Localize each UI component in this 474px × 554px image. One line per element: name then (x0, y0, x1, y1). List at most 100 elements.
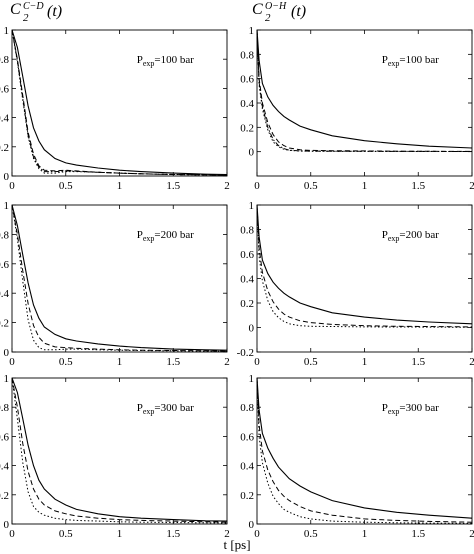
y-tick-label: 0.6 (240, 249, 254, 261)
y-tick-label: 0.8 (0, 402, 10, 414)
annotation-value: =100 bar (154, 54, 194, 66)
panel-frame (11, 29, 228, 177)
column-title-left-main: C (10, 1, 21, 18)
series-line-dashed (256, 204, 473, 328)
x-tick-label: 1.5 (166, 528, 180, 540)
annotation-value: =200 bar (399, 229, 439, 241)
y-tick-label: 0.8 (0, 54, 10, 66)
x-tick-label: 2 (469, 356, 474, 368)
y-tick-label: 0.6 (240, 431, 254, 443)
y-tick-label: 0.8 (240, 49, 254, 61)
panel-frame (256, 377, 473, 525)
pressure-annotation: Pexp=200 bar (382, 229, 440, 243)
pressure-annotation: Pexp=100 bar (137, 54, 195, 68)
column-title-right-main: C (252, 1, 263, 18)
y-tick-label: 1 (249, 373, 255, 385)
x-tick-label: 2 (224, 356, 230, 368)
panel-5: 0 0.2 0.4 0.6 0.8 1 0 0.5 1 1.5 2 Pexp=300 bar (0, 373, 230, 540)
y-tick-label: 0.4 (240, 461, 254, 473)
x-tick-label: 1.5 (166, 356, 180, 368)
annotation-sub: exp (388, 234, 400, 243)
x-tick-label: 2 (224, 528, 230, 540)
annotation-value: =300 bar (154, 402, 194, 414)
x-tick-label: 0.5 (59, 180, 73, 192)
y-tick-label: 0 (4, 171, 10, 183)
y-tick-label: 0.2 (0, 318, 9, 330)
y-tick-label: 0 (249, 519, 255, 531)
panel-6: 0 0.2 0.4 0.6 0.8 1 0 0.5 1 1.5 2 Pexp=300 bar (240, 373, 474, 540)
x-tick-label: 0 (9, 180, 15, 192)
annotation-prefix: P (382, 229, 388, 241)
series-line-solid (256, 377, 473, 519)
annotation-sub: exp (143, 59, 155, 68)
annotation-sub: exp (388, 407, 400, 416)
x-tick-label: 0.5 (304, 356, 318, 368)
x-tick-label: 0.5 (59, 356, 73, 368)
x-tick-label: 2 (469, 180, 474, 192)
panel-frame (256, 204, 473, 353)
column-title-right: C O−H 2 (t) (252, 1, 306, 24)
y-tick-label: 0.2 (0, 142, 9, 154)
panel-frame (11, 204, 228, 353)
x-tick-label: 1.5 (411, 528, 425, 540)
y-tick-label: 0.8 (240, 225, 254, 237)
x-tick-label: 2 (224, 180, 230, 192)
y-tick-label: 0.6 (0, 431, 10, 443)
y-tick-label: 0.2 (240, 122, 254, 134)
column-title-left-sub: 2 (23, 12, 29, 24)
series-line-dotted (11, 29, 228, 176)
x-tick-label: 1 (362, 528, 368, 540)
y-tick-label: 0 (249, 147, 255, 159)
x-tick-label: 0.5 (304, 180, 318, 192)
y-tick-label: 0.2 (240, 298, 254, 310)
annotation-prefix: P (382, 402, 388, 414)
column-title-left-sup: C−D (23, 1, 44, 12)
y-tick-label: 0.6 (0, 259, 10, 271)
x-tick-label: 0 (9, 356, 15, 368)
y-tick-label: 0.2 (0, 490, 9, 502)
x-tick-label: 1 (362, 356, 368, 368)
series-line-dotted (11, 204, 228, 352)
series-line-dotted (256, 204, 473, 328)
y-tick-label: 0.2 (240, 490, 254, 502)
column-title-left: C C−D 2 (t) (10, 1, 62, 24)
annotation-value: =300 bar (399, 402, 439, 414)
annotation-prefix: P (137, 54, 143, 66)
x-tick-label: 0 (254, 356, 260, 368)
x-tick-label: 1 (117, 356, 123, 368)
panel-3: 0 0.2 0.4 0.6 0.8 1 0 0.5 1 1.5 2 Pexp=200 bar (0, 200, 230, 368)
annotation-sub: exp (388, 59, 400, 68)
annotation-value: =200 bar (154, 229, 194, 241)
annotation-sub: exp (143, 407, 155, 416)
series-line-solid (11, 377, 228, 522)
x-tick-label: 1 (117, 180, 123, 192)
y-tick-label: 0.4 (240, 98, 254, 110)
annotation-value: =100 bar (399, 54, 439, 66)
panel-frame (11, 377, 228, 525)
y-tick-label: 0.4 (240, 274, 254, 286)
y-tick-label: 1 (4, 200, 10, 212)
pressure-annotation: Pexp=100 bar (382, 54, 440, 68)
y-tick-label: 1 (4, 25, 10, 37)
panel-2: 0 0.2 0.4 0.6 0.8 1 0 0.5 1 1.5 2 Pexp=100 bar (240, 25, 474, 192)
series-line-solid (256, 204, 473, 325)
annotation-prefix: P (382, 54, 388, 66)
x-tick-label: 2 (469, 528, 474, 540)
series-line-solid (256, 29, 473, 149)
x-tick-label: 1.5 (411, 180, 425, 192)
x-tick-label: 0.5 (59, 528, 73, 540)
y-tick-label: 0.8 (0, 229, 10, 241)
series-line-dashdot (256, 29, 473, 152)
x-tick-label: 0 (9, 528, 15, 540)
y-tick-label: 1 (4, 373, 10, 385)
y-tick-label: 0 (249, 323, 255, 335)
series-line-dashed (11, 29, 228, 176)
series-line-dashed (256, 377, 473, 523)
y-tick-label: 0.6 (240, 74, 254, 86)
column-title-right-arg: (t) (291, 3, 306, 20)
annotation-prefix: P (137, 402, 143, 414)
x-axis-label: t [ps] (223, 537, 250, 552)
series-line-dashed (11, 204, 228, 352)
y-tick-label: -0.2 (237, 347, 254, 359)
series-line-dashed (11, 377, 228, 523)
